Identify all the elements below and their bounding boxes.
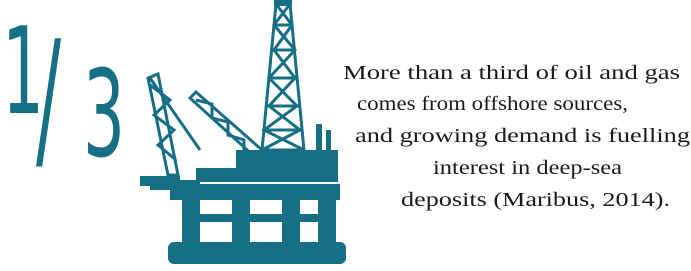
caption-line: comes from offshore sources,: [357, 93, 628, 115]
page: {"figure": {"numerator": "1", "separator…: [0, 0, 691, 271]
denominator: 3: [83, 44, 125, 184]
infographic: 1 / 3: [0, 0, 691, 271]
separator: /: [36, 8, 62, 189]
caption: More than a third of oil and gas comes f…: [343, 62, 690, 211]
caption-line: deposits (Maribus, 2014).: [401, 189, 670, 211]
caption-line: More than a third of oil and gas: [343, 62, 680, 84]
oil-rig-icon: [140, 0, 346, 264]
caption-line: interest in deep-sea: [433, 157, 622, 179]
caption-line: and growing demand is fuelling: [355, 125, 690, 147]
fraction: 1 / 3: [2, 1, 125, 189]
